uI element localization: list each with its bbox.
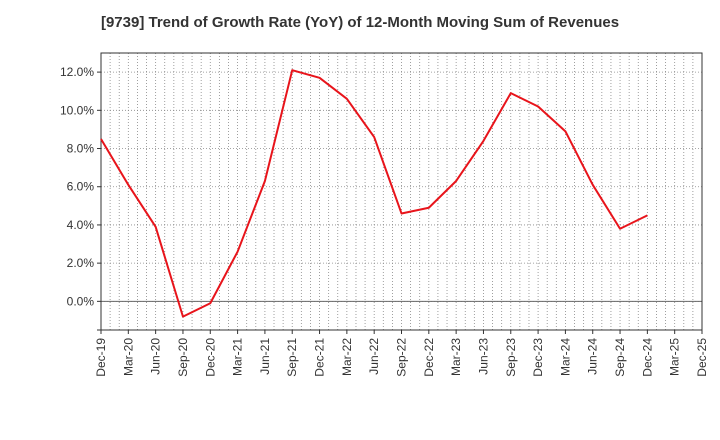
x-tick-label: Mar-21 bbox=[231, 338, 245, 376]
series-group bbox=[100, 69, 648, 318]
x-tick-label: Dec-25 bbox=[695, 338, 709, 377]
x-tick-label: Dec-19 bbox=[94, 338, 108, 377]
x-tick-label: Dec-23 bbox=[531, 338, 545, 377]
x-tick-label: Mar-24 bbox=[558, 338, 572, 376]
y-tick-label: 6.0% bbox=[67, 180, 95, 194]
x-tick-label: Dec-20 bbox=[203, 338, 217, 377]
y-axis: 0.0% 2.0% 4.0% 6.0% 8.0% 10.0% 12.0% bbox=[60, 65, 101, 331]
y-tick-label: 10.0% bbox=[60, 103, 94, 117]
x-tick-label: Sep-24 bbox=[613, 338, 627, 377]
chart-title: [9739] Trend of Growth Rate (YoY) of 12-… bbox=[100, 14, 620, 31]
grid bbox=[100, 53, 703, 331]
x-tick-label: Sep-23 bbox=[504, 338, 518, 377]
x-tick-label: Dec-24 bbox=[640, 338, 654, 377]
x-tick-label: Jun-20 bbox=[149, 338, 163, 375]
x-tick-label: Mar-25 bbox=[668, 338, 682, 376]
y-tick-label: 8.0% bbox=[67, 142, 95, 156]
x-tick-label: Dec-22 bbox=[422, 338, 436, 377]
x-tick-label: Jun-22 bbox=[367, 338, 381, 375]
x-tick-label: Mar-23 bbox=[449, 338, 463, 376]
x-tick-label: Jun-24 bbox=[586, 338, 600, 375]
x-tick-label: Dec-21 bbox=[313, 338, 327, 377]
x-tick-label: Mar-20 bbox=[121, 338, 135, 376]
x-tick-label: Jun-23 bbox=[476, 338, 490, 375]
x-tick-label: Sep-20 bbox=[176, 338, 190, 377]
y-tick-label: 4.0% bbox=[67, 218, 95, 232]
x-tick-label: Sep-22 bbox=[395, 338, 409, 377]
x-axis: Dec-19 Mar-20 Jun-20 Sep-20 Dec-20 Mar-21 Jun-… bbox=[94, 330, 709, 377]
y-tick-label: 0.0% bbox=[67, 294, 95, 308]
y-tick-label: 2.0% bbox=[67, 256, 95, 270]
x-tick-label: Sep-21 bbox=[285, 338, 299, 377]
y-tick-label: 12.0% bbox=[60, 65, 94, 79]
x-tick-label: Jun-21 bbox=[258, 338, 272, 375]
x-tick-label: Mar-22 bbox=[340, 338, 354, 376]
